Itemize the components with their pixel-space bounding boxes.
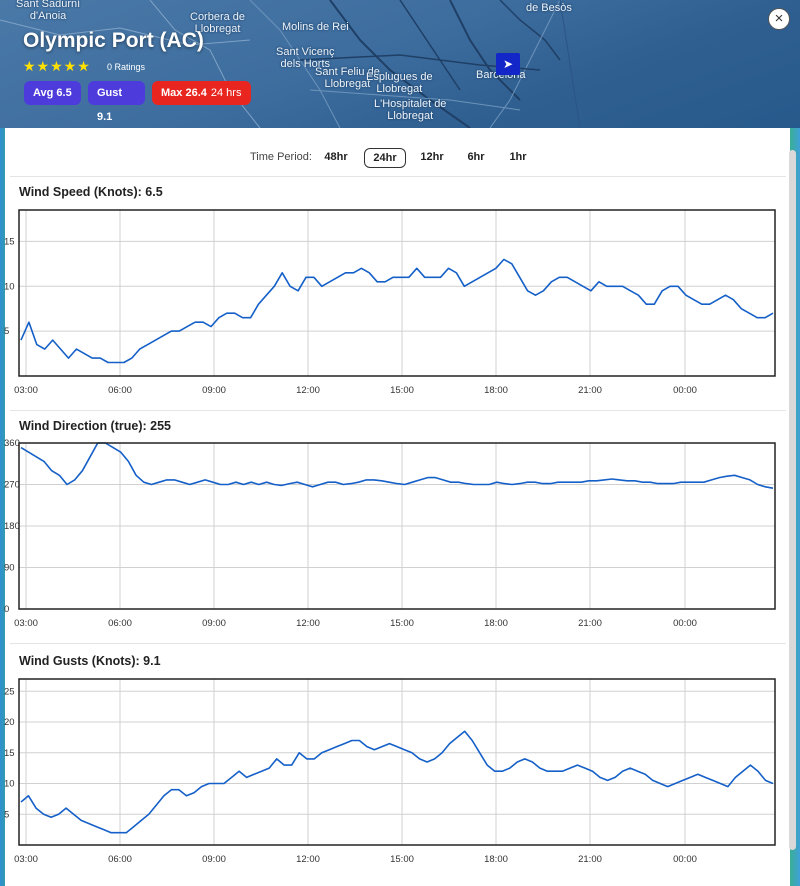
divider	[10, 176, 786, 177]
divider	[10, 410, 786, 411]
map-label-sant-sadurni: Sant Sadurní d'Anoia	[16, 0, 81, 22]
map-label-corbera: Corbera de Llobregat	[190, 11, 246, 35]
x-tick-label: 12:00	[296, 385, 320, 396]
max-badge-period: 24 hrs	[210, 87, 242, 99]
time-period-selector: Time Period: 48hr 24hr 12hr 6hr 1hr	[0, 148, 800, 168]
wind-speed-title: Wind Speed (Knots): 6.5	[19, 185, 163, 199]
y-tick-label: 15	[4, 236, 15, 247]
max-badge: Max 26.4 24 hrs	[152, 81, 251, 105]
x-tick-label: 12:00	[296, 854, 320, 865]
x-tick-label: 06:00	[108, 618, 132, 629]
x-tick-label: 15:00	[390, 854, 414, 865]
plot-area	[19, 679, 775, 845]
wind-speed-chart[interactable]: 03:00 06:00 09:00 12:00 15:00 18:00 21:00 00:00…	[0, 205, 800, 405]
map-label-molins: Molins de Rei	[282, 21, 349, 33]
y-tick-label: 5	[4, 809, 9, 820]
series-line	[20, 730, 774, 834]
x-tick-label: 15:00	[390, 385, 414, 396]
x-tick-label: 18:00	[484, 618, 508, 629]
map-label-sant-feliu: Sant Feliu de Llobregat	[315, 66, 380, 90]
wind-direction-title: Wind Direction (true): 255	[19, 419, 171, 433]
x-tick-label: 15:00	[390, 618, 414, 629]
x-tick-label: 09:00	[202, 385, 226, 396]
rating-stars[interactable]: ★★★★★	[23, 58, 91, 74]
avg-badge-label: Avg 6.5	[33, 87, 72, 99]
x-tick-label: 03:00	[14, 854, 38, 865]
x-tick-label: 21:00	[578, 385, 602, 396]
spot-title: Olympic Port (AC)	[23, 29, 204, 52]
map-roads	[0, 0, 581, 128]
x-tick-label: 06:00	[108, 854, 132, 865]
y-tick-label: 360	[4, 438, 20, 449]
time-option-1hr[interactable]: 1hr	[509, 151, 527, 163]
time-option-12hr[interactable]: 12hr	[420, 151, 444, 163]
y-tick-label: 5	[4, 326, 9, 337]
x-tick-label: 12:00	[296, 618, 320, 629]
time-option-24hr[interactable]: 24hr	[364, 148, 406, 168]
x-tick-label: 09:00	[202, 618, 226, 629]
divider	[10, 643, 786, 644]
y-tick-label: 10	[4, 281, 15, 292]
map-label-besos: de Besòs	[526, 2, 572, 14]
plot-area	[19, 210, 775, 376]
series-line	[20, 442, 774, 489]
x-tick-label: 03:00	[14, 618, 38, 629]
wind-gusts-title: Wind Gusts (Knots): 9.1	[19, 654, 161, 668]
map-header[interactable]: Sant Sadurní d'Anoia Corbera de Llobrega…	[0, 0, 800, 128]
scrollbar[interactable]	[789, 150, 796, 850]
y-tick-label: 0	[4, 604, 9, 615]
x-tick-label: 06:00	[108, 385, 132, 396]
time-period-label: Time Period:	[250, 151, 312, 163]
y-tick-label: 15	[4, 748, 15, 759]
map-label-sant-vicenc: Sant Vicenç dels Horts	[276, 46, 335, 70]
gust-badge: Gust 9.1	[88, 81, 145, 123]
x-tick-label: 00:00	[673, 385, 697, 396]
wind-direction-chart[interactable]: 03:00 06:00 09:00 12:00 15:00 18:00 21:00 00:00…	[0, 438, 800, 638]
max-badge-label: Max 26.4	[161, 87, 207, 99]
map-label-esplugues: Esplugues de Llobregat	[366, 71, 433, 95]
y-tick-label: 180	[4, 521, 20, 532]
location-icon[interactable]: ➤	[496, 53, 520, 75]
x-tick-label: 21:00	[578, 618, 602, 629]
x-tick-label: 09:00	[202, 854, 226, 865]
map-label-hospitalet: L'Hospitalet de Llobregat	[374, 98, 447, 122]
x-tick-label: 00:00	[673, 854, 697, 865]
time-option-48hr[interactable]: 48hr	[324, 151, 348, 163]
x-tick-label: 18:00	[484, 854, 508, 865]
y-tick-label: 20	[4, 717, 15, 728]
ratings-count: 0 Ratings	[107, 62, 146, 72]
x-tick-label: 00:00	[673, 618, 697, 629]
gust-badge-label: Gust 9.1	[97, 87, 123, 123]
plot-border	[18, 678, 776, 846]
y-tick-label: 270	[4, 480, 20, 491]
x-tick-label: 18:00	[484, 385, 508, 396]
time-option-6hr[interactable]: 6hr	[467, 151, 485, 163]
plot-border	[18, 442, 776, 610]
wind-gusts-chart[interactable]: 03:00 06:00 09:00 12:00 15:00 18:00 21:00 00:00…	[0, 674, 800, 874]
y-tick-label: 25	[4, 686, 15, 697]
avg-badge: Avg 6.5	[24, 81, 81, 105]
x-tick-label: 03:00	[14, 385, 38, 396]
x-tick-label: 21:00	[578, 854, 602, 865]
y-tick-label: 10	[4, 779, 15, 790]
y-tick-label: 90	[4, 563, 15, 574]
close-icon[interactable]: ×	[768, 8, 790, 30]
series-line	[20, 258, 774, 364]
plot-border	[18, 209, 776, 377]
